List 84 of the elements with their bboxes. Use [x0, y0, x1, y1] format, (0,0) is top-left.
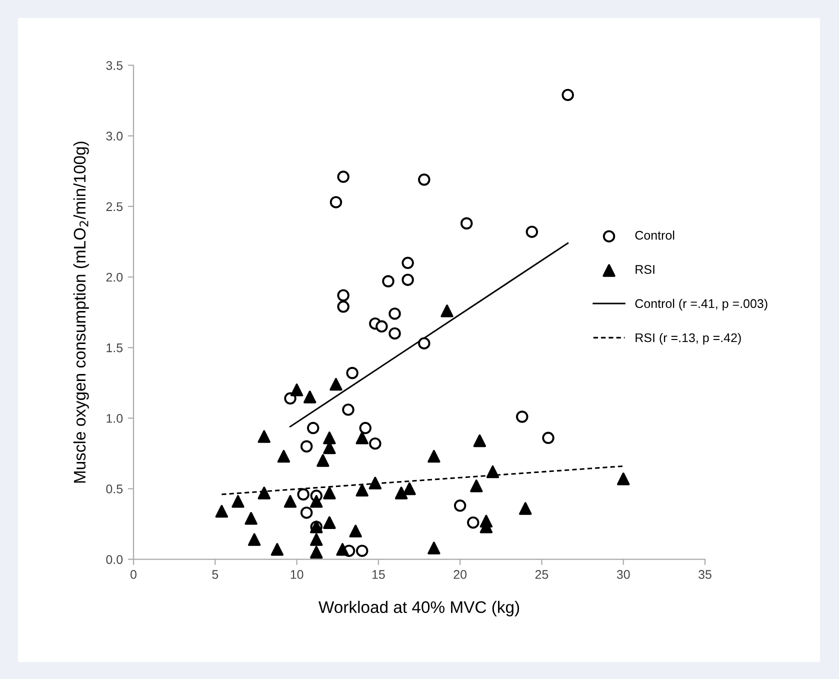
point — [337, 300, 350, 313]
point — [486, 465, 500, 478]
point — [542, 432, 554, 444]
point — [617, 472, 630, 486]
point — [300, 506, 313, 519]
point — [330, 378, 342, 391]
point — [244, 512, 258, 525]
point — [418, 174, 430, 186]
point — [337, 170, 350, 183]
point — [402, 274, 414, 286]
point — [519, 502, 532, 515]
point — [376, 320, 388, 333]
point — [349, 524, 362, 538]
point — [300, 440, 313, 453]
x-tick-label: 10 — [290, 570, 304, 579]
point — [403, 482, 416, 496]
point — [369, 437, 382, 450]
legend-label: RSI (r =.13, p =.42) — [636, 333, 741, 345]
x-tick-label: 15 — [372, 570, 385, 579]
point — [323, 432, 336, 444]
point — [290, 384, 304, 396]
point — [418, 337, 430, 350]
point — [258, 486, 270, 500]
point — [336, 543, 349, 556]
y-tick-label: 1.5 — [106, 344, 123, 352]
point — [440, 304, 454, 318]
point — [337, 289, 350, 302]
point — [359, 422, 372, 434]
point — [356, 484, 368, 496]
x-tick-label: 25 — [535, 570, 548, 579]
point — [368, 476, 382, 490]
point — [303, 390, 316, 404]
legend-label: Control (r =.41, p =.003) — [635, 298, 768, 310]
point — [356, 544, 368, 557]
point — [323, 486, 336, 500]
point — [215, 504, 228, 518]
x-tick-label: 20 — [454, 570, 467, 579]
x-tick-label: 5 — [212, 570, 218, 579]
x-axis-title: Workload at 40% MVC (kg) — [318, 600, 520, 616]
x-tick-label: 30 — [616, 570, 630, 579]
point — [382, 275, 394, 288]
point — [460, 217, 473, 230]
point — [258, 430, 270, 443]
point — [388, 327, 401, 340]
point — [356, 432, 368, 444]
y-tick-label: 2.0 — [106, 272, 123, 282]
legend-label: Control — [635, 230, 674, 240]
point — [428, 450, 440, 463]
point — [470, 480, 483, 492]
legend-label: RSI — [636, 265, 654, 274]
point — [562, 88, 574, 102]
point — [310, 546, 323, 559]
point — [388, 308, 401, 320]
y-tick-label: 0.5 — [106, 484, 123, 494]
y-tick-label: 3.0 — [106, 132, 123, 141]
point — [342, 404, 354, 416]
y-tick-label: 2.5 — [106, 202, 123, 212]
point — [428, 542, 440, 554]
point — [248, 533, 261, 546]
y-axis-title: Muscle oxygen consumption (mLO$_{2}$/min/100g) — [73, 142, 89, 483]
point — [232, 495, 244, 508]
x-tick-label: 35 — [698, 570, 712, 579]
point — [402, 256, 414, 270]
point — [454, 500, 466, 512]
point — [526, 226, 538, 238]
point — [310, 495, 323, 508]
point — [516, 410, 528, 423]
y-tick-label: 3.5 — [106, 61, 123, 70]
point — [323, 516, 336, 529]
point — [306, 422, 320, 434]
point — [330, 196, 342, 208]
point — [394, 486, 408, 500]
point — [346, 366, 358, 380]
point — [467, 516, 480, 529]
y-tick-label: 0.0 — [106, 555, 123, 564]
y-tick-label: 1.0 — [106, 414, 123, 423]
point — [284, 495, 297, 508]
point — [277, 450, 290, 463]
point — [297, 488, 310, 500]
point — [310, 533, 323, 546]
point — [270, 543, 284, 556]
point — [316, 454, 330, 467]
x-tick-label: 0 — [130, 570, 136, 579]
point — [473, 434, 486, 448]
